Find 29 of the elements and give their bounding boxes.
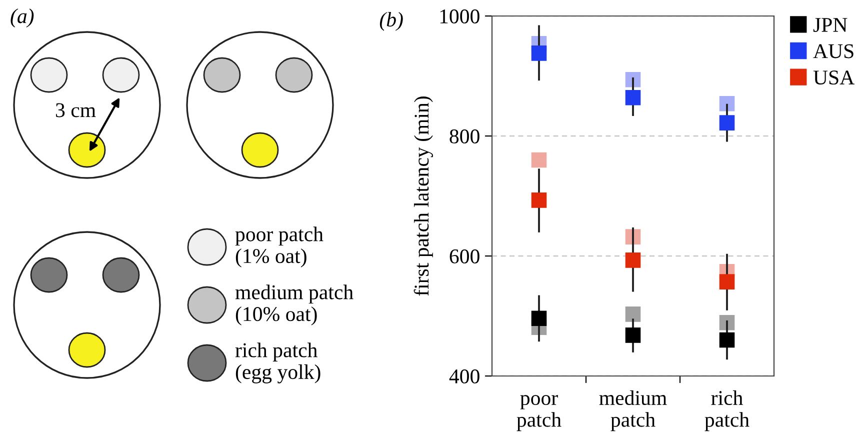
- point: [719, 332, 735, 348]
- y-tick-label: 1000: [440, 9, 480, 24]
- point: [625, 306, 641, 322]
- point: [719, 115, 735, 130]
- point: [531, 192, 547, 208]
- legend-label: AUS: [813, 44, 854, 58]
- x-tick-label: rich patch: [704, 390, 750, 432]
- point: [531, 152, 547, 168]
- text: 3 cm: [56, 103, 96, 118]
- point: [531, 310, 547, 326]
- text: poor patch (1% oat): [235, 226, 324, 268]
- y-axis-title: first patch latency (min): [414, 96, 433, 296]
- y-tick-label: 600: [450, 249, 480, 264]
- point: [625, 328, 641, 343]
- chart-title: (b): [380, 12, 403, 31]
- point: [625, 252, 641, 268]
- point: [531, 46, 547, 61]
- legend-label: USA: [813, 70, 854, 85]
- x-tick-label: poor patch: [516, 395, 562, 432]
- text: (a): [10, 8, 34, 28]
- y-tick-label: 400: [449, 369, 480, 384]
- x-tick-label: medium patch: [599, 390, 667, 432]
- text: medium patch (10% oat): [235, 284, 354, 326]
- point: [625, 90, 641, 106]
- y-tick-label: 800: [450, 129, 480, 144]
- legend-label: JPN: [813, 18, 848, 32]
- point: [719, 96, 735, 112]
- text: rich patch (egg yolk): [235, 342, 320, 384]
- point: [719, 274, 735, 290]
